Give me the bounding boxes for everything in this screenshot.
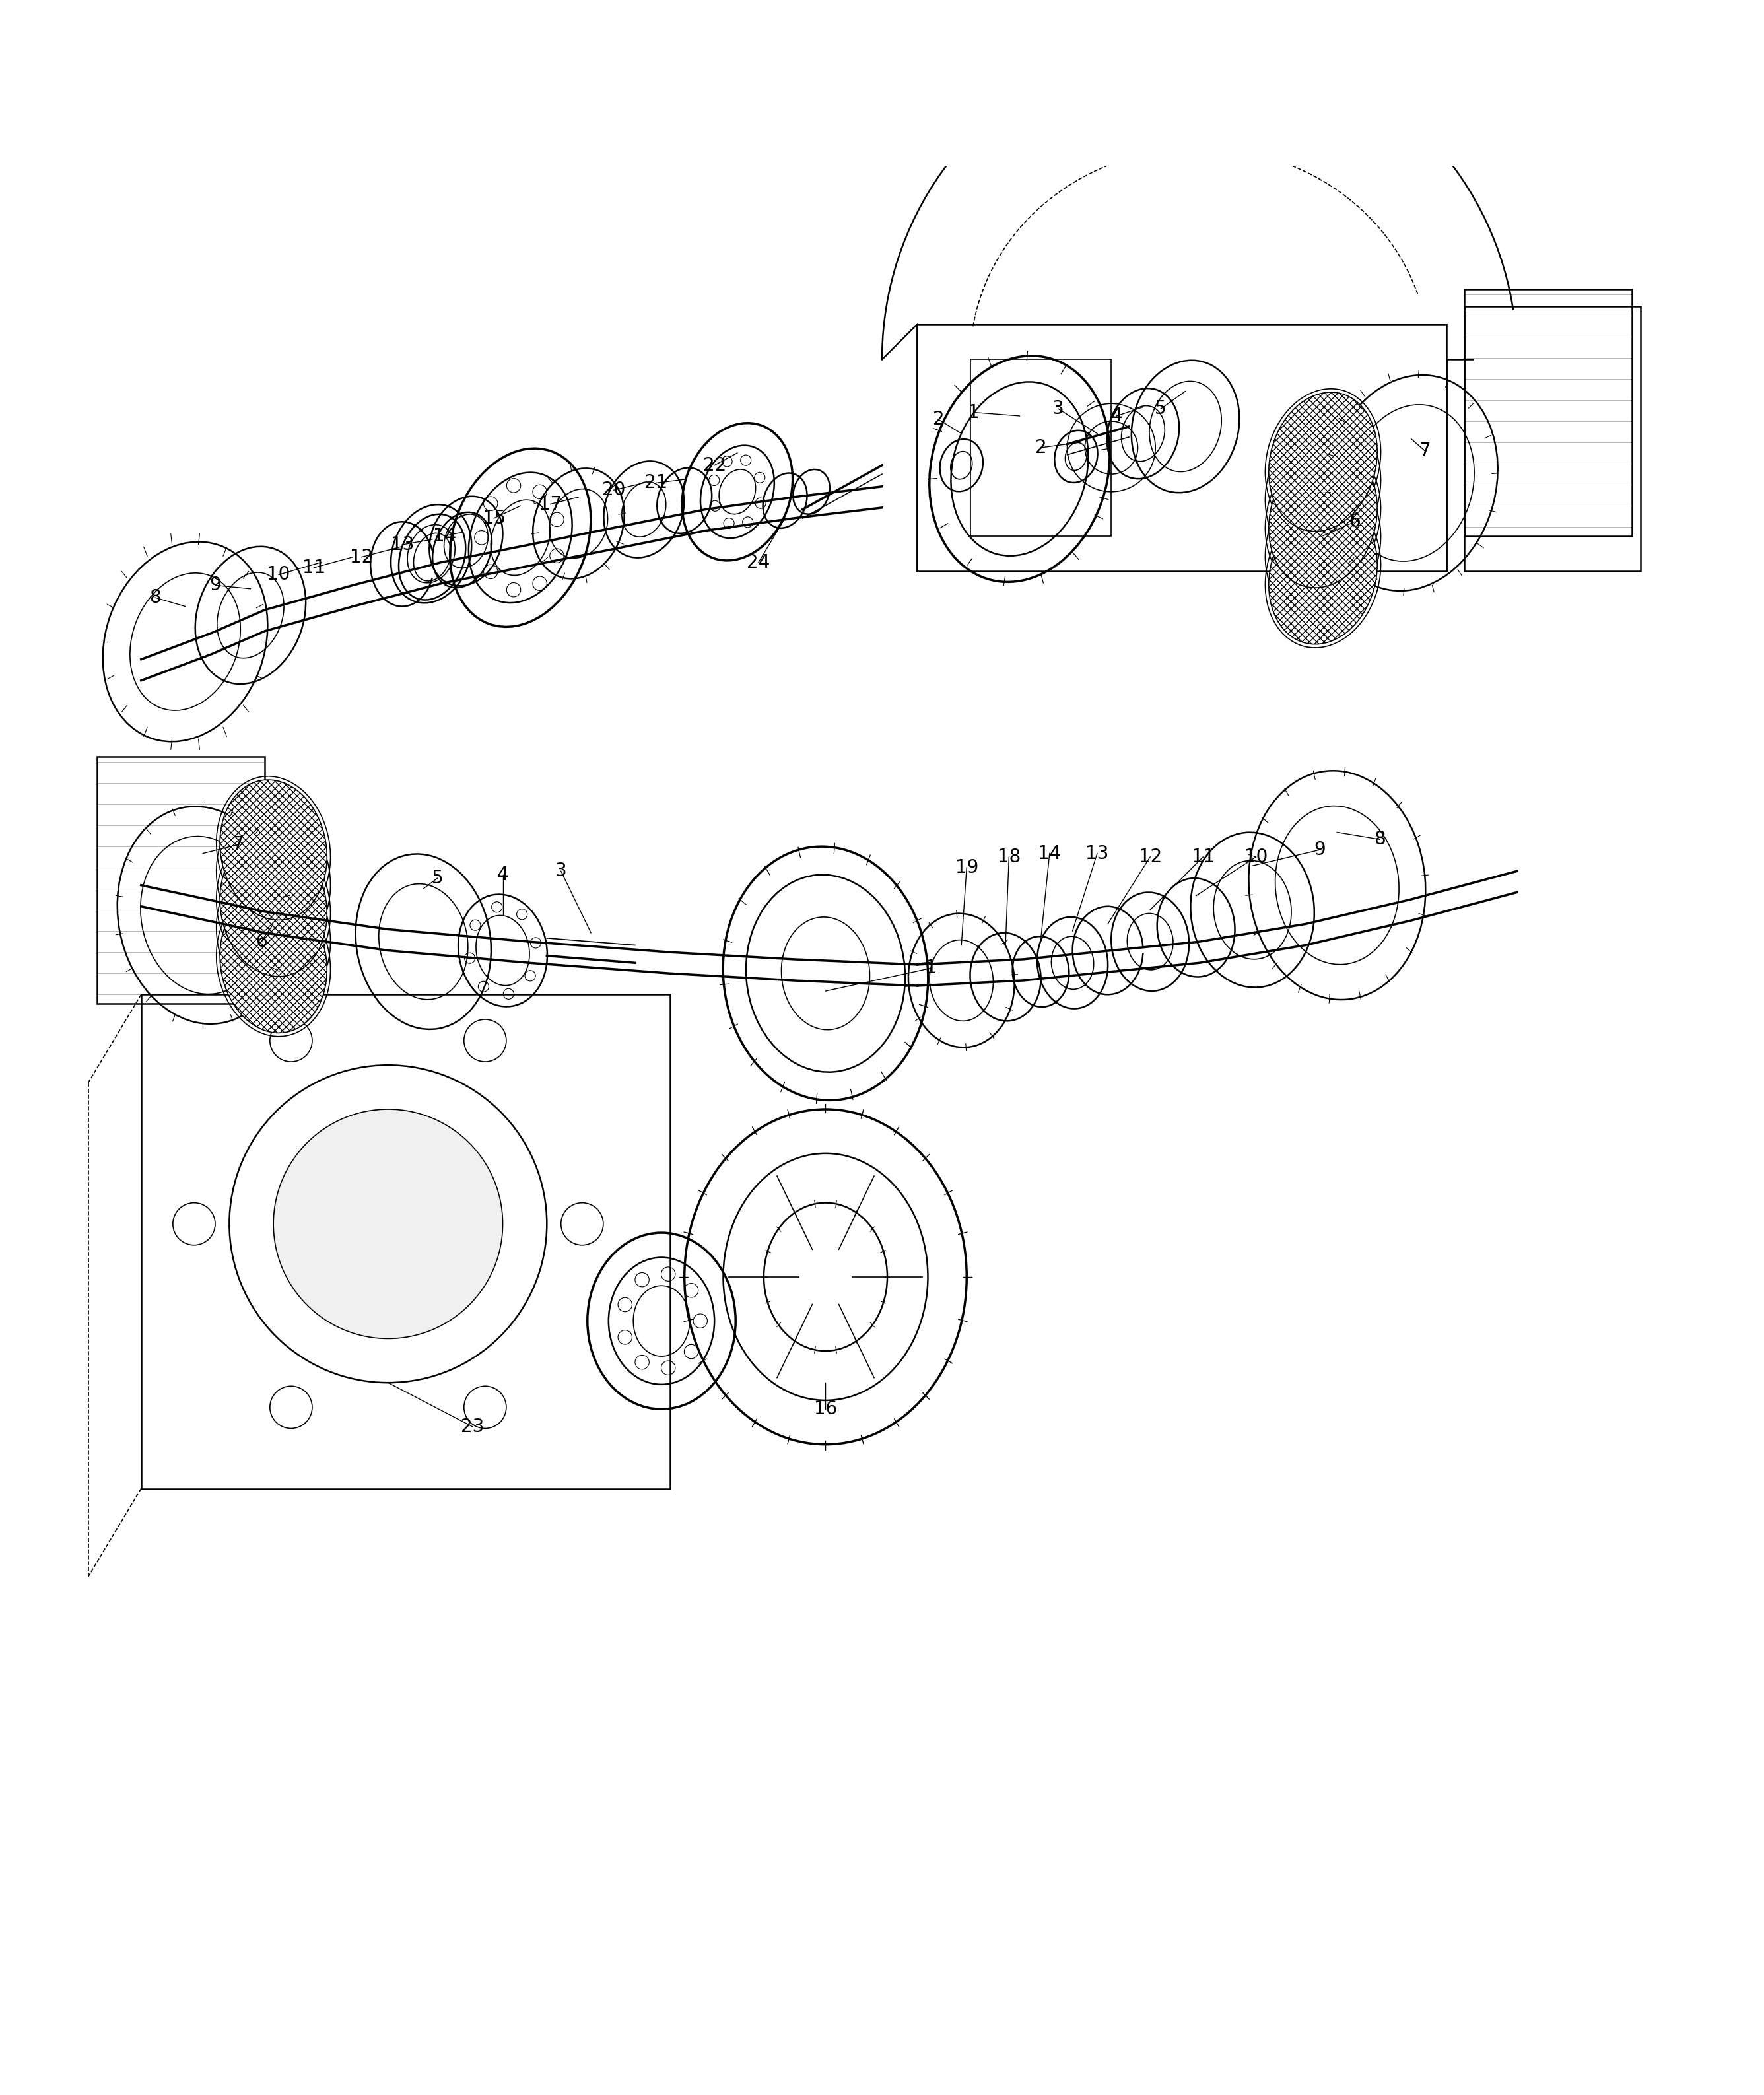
Text: 7: 7 (1420, 442, 1431, 461)
Text: 16: 16 (813, 1399, 838, 1418)
Ellipse shape (1268, 392, 1378, 532)
Text: 12: 12 (349, 547, 374, 566)
Text: 18: 18 (997, 848, 1021, 865)
Bar (970, 360, 1111, 536)
Text: 5: 5 (432, 869, 443, 888)
Bar (1464, 306, 1641, 572)
Bar (238, 836, 309, 976)
Bar (97, 756, 265, 1004)
Bar (917, 325, 1446, 572)
Text: 1: 1 (968, 402, 979, 421)
Text: 19: 19 (954, 859, 979, 878)
Ellipse shape (220, 892, 326, 1033)
Text: 6: 6 (1349, 513, 1360, 530)
Text: 9: 9 (1314, 840, 1325, 859)
Text: 21: 21 (644, 473, 669, 492)
Text: 8: 8 (150, 589, 161, 608)
Text: 9: 9 (210, 576, 220, 595)
Circle shape (273, 1108, 503, 1339)
Text: 5: 5 (1155, 400, 1166, 419)
Ellipse shape (1268, 505, 1378, 645)
Text: 8: 8 (1374, 830, 1385, 848)
Text: 10: 10 (1244, 848, 1268, 865)
Text: 14: 14 (1037, 844, 1062, 863)
Text: 13: 13 (1085, 844, 1110, 863)
Text: 23: 23 (460, 1418, 485, 1435)
Bar (141, 995, 670, 1490)
Text: 11: 11 (302, 559, 326, 576)
Ellipse shape (220, 836, 326, 976)
Bar (1464, 289, 1632, 536)
Text: 14: 14 (432, 526, 457, 545)
Text: 7: 7 (233, 836, 243, 855)
Text: 3: 3 (1053, 400, 1064, 419)
Text: 4: 4 (497, 865, 508, 884)
Text: 17: 17 (538, 494, 563, 513)
Text: 11: 11 (1191, 848, 1215, 865)
Text: 6: 6 (256, 932, 266, 951)
Text: 4: 4 (1111, 406, 1122, 425)
Text: 2: 2 (1035, 438, 1046, 457)
Text: 12: 12 (1138, 848, 1162, 865)
Text: 15: 15 (482, 509, 506, 528)
Ellipse shape (1268, 448, 1378, 589)
Text: 20: 20 (602, 480, 626, 499)
Text: 24: 24 (746, 553, 771, 572)
Bar (1288, 448, 1358, 589)
Text: 2: 2 (933, 411, 944, 429)
Text: 22: 22 (702, 457, 727, 476)
Ellipse shape (220, 779, 326, 920)
Text: 10: 10 (266, 566, 291, 585)
Text: 3: 3 (556, 861, 566, 880)
Text: 13: 13 (390, 536, 415, 553)
Text: 1: 1 (926, 960, 937, 978)
